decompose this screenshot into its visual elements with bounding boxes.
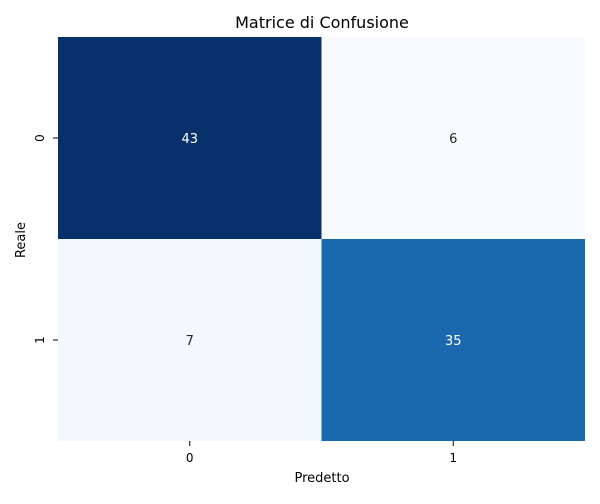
heatmap-cell-0-1 — [321, 37, 585, 239]
chart-title: Matrice di Confusione — [235, 13, 409, 32]
x-tick-label-0: 0 — [186, 451, 194, 465]
y-tick-label-0: 0 — [33, 134, 47, 142]
heatmap-cell-0-0 — [58, 37, 322, 239]
cell-annotation-0-0: 43 — [181, 132, 198, 147]
cell-annotation-1-0: 7 — [186, 334, 194, 349]
y-axis-label: Reale — [14, 222, 29, 258]
y-axis-ticks: 01 — [33, 134, 58, 344]
y-tick-label-1: 1 — [33, 336, 47, 344]
x-tick-label-1: 1 — [449, 451, 457, 465]
cell-annotation-0-1: 6 — [449, 132, 457, 147]
heatmap-cell-1-0 — [58, 239, 322, 441]
x-axis-label: Predetto — [294, 471, 349, 486]
cell-annotation-1-1: 35 — [445, 334, 462, 349]
heatmap-cells: 43 6 7 35 — [58, 37, 585, 441]
heatmap-cell-1-1 — [321, 239, 585, 441]
